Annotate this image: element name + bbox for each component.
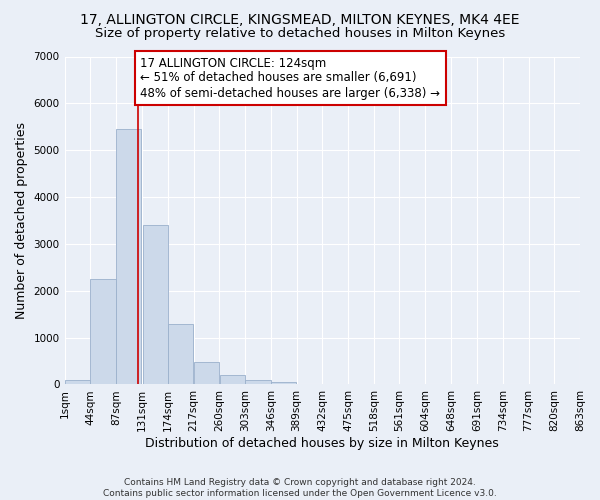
Y-axis label: Number of detached properties: Number of detached properties — [15, 122, 28, 319]
Bar — [91, 279, 116, 384]
Text: 17 ALLINGTON CIRCLE: 124sqm
← 51% of detached houses are smaller (6,691)
48% of : 17 ALLINGTON CIRCLE: 124sqm ← 51% of det… — [140, 56, 440, 100]
Text: Size of property relative to detached houses in Milton Keynes: Size of property relative to detached ho… — [95, 28, 505, 40]
X-axis label: Distribution of detached houses by size in Milton Keynes: Distribution of detached houses by size … — [145, 437, 499, 450]
Bar — [143, 225, 168, 384]
Bar — [65, 380, 90, 384]
Bar — [245, 380, 271, 384]
Bar — [168, 324, 193, 384]
Bar — [220, 375, 245, 384]
Text: 17, ALLINGTON CIRCLE, KINGSMEAD, MILTON KEYNES, MK4 4EE: 17, ALLINGTON CIRCLE, KINGSMEAD, MILTON … — [80, 12, 520, 26]
Bar — [116, 129, 142, 384]
Text: Contains HM Land Registry data © Crown copyright and database right 2024.
Contai: Contains HM Land Registry data © Crown c… — [103, 478, 497, 498]
Bar — [194, 362, 219, 384]
Bar — [271, 382, 296, 384]
